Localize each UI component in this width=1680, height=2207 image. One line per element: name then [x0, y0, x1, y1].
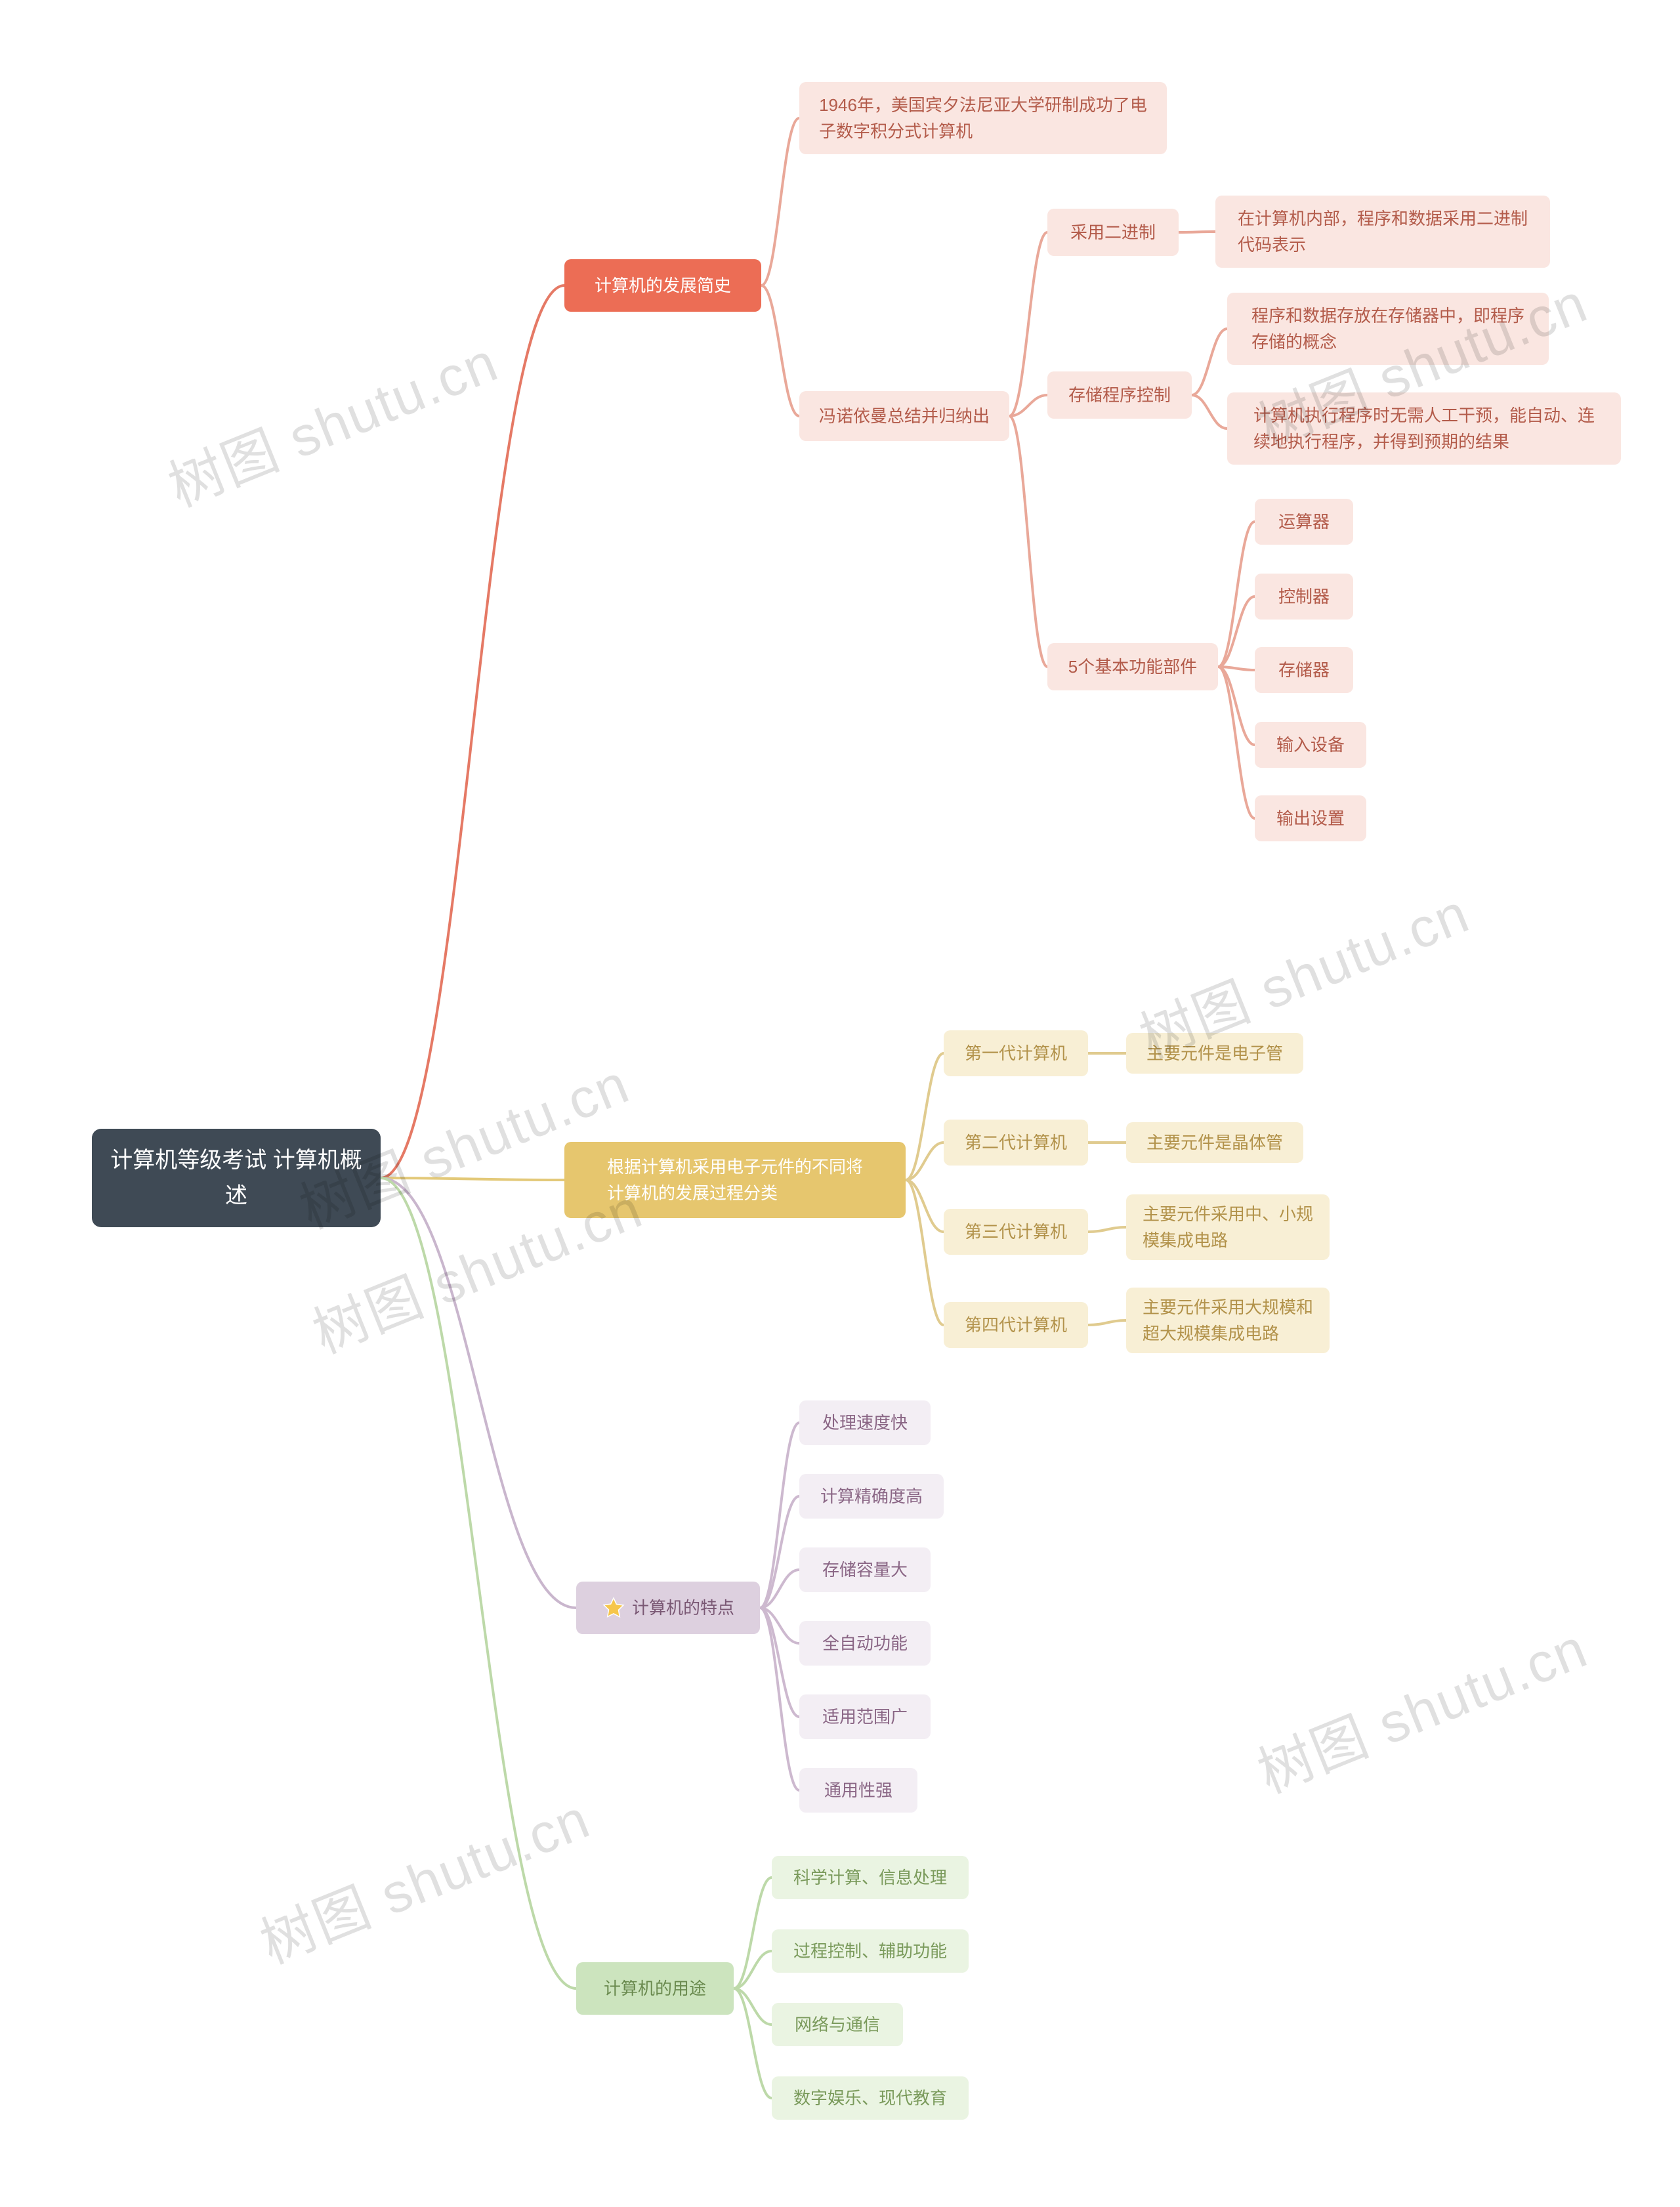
node-label: 第二代计算机: [965, 1129, 1067, 1156]
node-label: 1946年，美国宾夕法尼亚大学研制成功了电 子数字积分式计算机: [819, 92, 1147, 145]
node-n1b3b[interactable]: 控制器: [1255, 574, 1353, 620]
node-label: 主要元件采用大规模和 超大规模集成电路: [1143, 1294, 1313, 1347]
node-n1b3e[interactable]: 输出设置: [1255, 795, 1366, 841]
node-n4a[interactable]: 科学计算、信息处理: [772, 1856, 969, 1899]
node-label: 处理速度快: [822, 1410, 908, 1436]
node-n1b3a[interactable]: 运算器: [1255, 499, 1353, 545]
node-label: 第一代计算机: [965, 1040, 1067, 1066]
node-label: 第四代计算机: [965, 1312, 1067, 1338]
node-label: 计算机的发展简史: [595, 272, 731, 299]
node-n1b3d[interactable]: 输入设备: [1255, 722, 1366, 768]
node-label: 存储程序控制: [1068, 382, 1171, 408]
node-b4[interactable]: 计算机的用途: [576, 1962, 734, 2015]
node-n3f[interactable]: 通用性强: [799, 1768, 917, 1813]
star-icon: [602, 1596, 625, 1620]
node-label: 主要元件是晶体管: [1146, 1129, 1283, 1156]
node-n2b1[interactable]: 主要元件是晶体管: [1126, 1122, 1303, 1163]
node-n3d[interactable]: 全自动功能: [799, 1621, 931, 1666]
node-label: 网络与通信: [795, 2011, 880, 2038]
node-label: 过程控制、辅助功能: [793, 1938, 947, 1964]
node-label: 计算机执行程序时无需人工干预，能自动、连 续地执行程序，并得到预期的结果: [1253, 402, 1595, 455]
node-n1b1a[interactable]: 在计算机内部，程序和数据采用二进制 代码表示: [1215, 196, 1550, 268]
node-label: 适用范围广: [822, 1704, 908, 1730]
node-label: 运算器: [1278, 509, 1330, 535]
root-node[interactable]: 计算机等级考试 计算机概 述: [92, 1129, 381, 1227]
node-b1[interactable]: 计算机的发展简史: [564, 259, 761, 312]
node-n2c[interactable]: 第三代计算机: [944, 1209, 1088, 1255]
node-n2b[interactable]: 第二代计算机: [944, 1120, 1088, 1166]
node-label: 计算机的用途: [604, 1975, 706, 2002]
node-label: 控制器: [1278, 583, 1330, 610]
node-n3e[interactable]: 适用范围广: [799, 1694, 931, 1739]
node-b2[interactable]: 根据计算机采用电子元件的不同将 计算机的发展过程分类: [564, 1142, 906, 1218]
node-label: 主要元件是电子管: [1146, 1040, 1283, 1066]
node-label: 全自动功能: [822, 1630, 908, 1656]
node-n1b[interactable]: 冯诺依曼总结并归纳出: [799, 391, 1009, 441]
node-n4b[interactable]: 过程控制、辅助功能: [772, 1929, 969, 1973]
node-label: 5个基本功能部件: [1068, 654, 1197, 680]
node-n3a[interactable]: 处理速度快: [799, 1400, 931, 1445]
node-label: 冯诺依曼总结并归纳出: [819, 403, 990, 429]
node-n2a1[interactable]: 主要元件是电子管: [1126, 1033, 1303, 1074]
node-label: 存储器: [1278, 657, 1330, 683]
mindmap-stage: 计算机等级考试 计算机概 述 计算机的发展简史根据计算机采用电子元件的不同将 计算…: [0, 0, 1680, 2207]
node-n4d[interactable]: 数字娱乐、现代教育: [772, 2076, 969, 2120]
watermark: 树图 shutu.cn: [156, 318, 509, 522]
node-label: 程序和数据存放在存储器中，即程序 存储的概念: [1251, 303, 1524, 356]
node-n3c[interactable]: 存储容量大: [799, 1547, 931, 1592]
node-label: 通用性强: [824, 1777, 892, 1803]
node-n1b3[interactable]: 5个基本功能部件: [1047, 643, 1218, 690]
node-n1b2a[interactable]: 程序和数据存放在存储器中，即程序 存储的概念: [1227, 293, 1549, 365]
node-label: 主要元件采用中、小规 模集成电路: [1143, 1201, 1313, 1254]
node-label: 输入设备: [1276, 732, 1345, 758]
node-label: 科学计算、信息处理: [793, 1864, 947, 1891]
node-n1b3c[interactable]: 存储器: [1255, 647, 1353, 693]
node-label: 根据计算机采用电子元件的不同将 计算机的发展过程分类: [607, 1154, 863, 1207]
node-label: 采用二进制: [1070, 219, 1156, 245]
node-b3[interactable]: 计算机的特点: [576, 1582, 760, 1634]
node-label: 数字娱乐、现代教育: [793, 2085, 947, 2111]
watermark: 树图 shutu.cn: [1245, 1605, 1598, 1809]
node-label: 计算机的特点: [632, 1595, 734, 1621]
node-n1b2[interactable]: 存储程序控制: [1047, 371, 1192, 419]
node-n2d[interactable]: 第四代计算机: [944, 1302, 1088, 1348]
node-label: 存储容量大: [822, 1557, 908, 1583]
node-n2c1[interactable]: 主要元件采用中、小规 模集成电路: [1126, 1194, 1330, 1260]
node-n4c[interactable]: 网络与通信: [772, 2003, 903, 2046]
node-label: 在计算机内部，程序和数据采用二进制 代码表示: [1238, 205, 1528, 259]
node-n3b[interactable]: 计算精确度高: [799, 1474, 944, 1519]
root-label: 计算机等级考试 计算机概 述: [110, 1143, 362, 1214]
watermark: 树图 shutu.cn: [247, 1775, 600, 1979]
node-n2a[interactable]: 第一代计算机: [944, 1030, 1088, 1076]
node-label: 第三代计算机: [965, 1219, 1067, 1245]
node-label: 计算精确度高: [820, 1483, 923, 1509]
node-n1b1[interactable]: 采用二进制: [1047, 209, 1179, 256]
node-n1a[interactable]: 1946年，美国宾夕法尼亚大学研制成功了电 子数字积分式计算机: [799, 82, 1167, 154]
node-n1b2b[interactable]: 计算机执行程序时无需人工干预，能自动、连 续地执行程序，并得到预期的结果: [1227, 392, 1621, 465]
node-n2d1[interactable]: 主要元件采用大规模和 超大规模集成电路: [1126, 1288, 1330, 1353]
node-label: 输出设置: [1276, 805, 1345, 831]
